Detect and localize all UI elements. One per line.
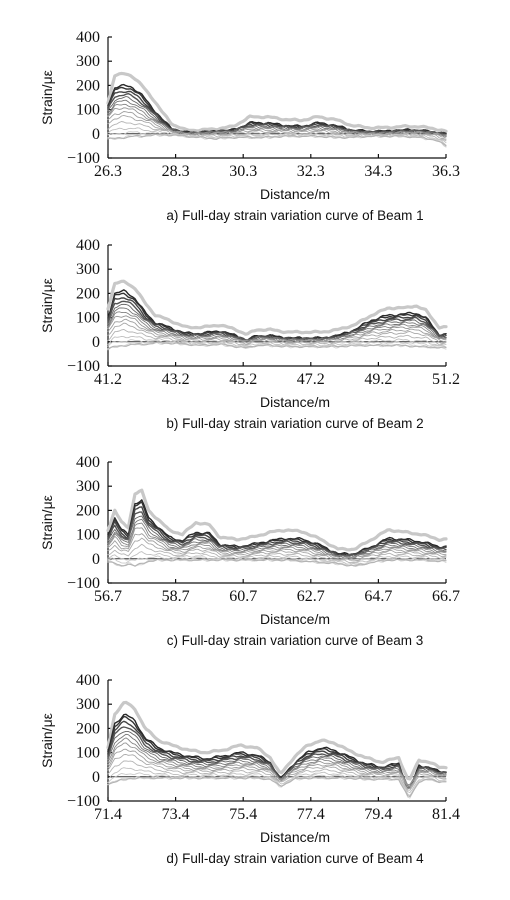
x-tick-label: 56.7 <box>94 588 122 605</box>
panel-caption: a) Full-day strain variation curve of Be… <box>166 208 423 223</box>
strain-trace <box>107 311 447 342</box>
y-tick-label: 400 <box>76 672 100 689</box>
x-tick-label: 58.7 <box>162 588 190 605</box>
panel-caption: b) Full-day strain variation curve of Be… <box>166 416 423 431</box>
x-tick-label: 60.7 <box>229 588 257 605</box>
y-tick-label: 100 <box>76 310 100 327</box>
chart-panel-2: −100 0 100 200 300 400 41.2 43.2 45.2 47.2 49.2 51.… <box>39 237 460 431</box>
strain-trace <box>106 700 448 781</box>
strain-trace <box>107 737 447 786</box>
strain-trace <box>107 537 447 561</box>
x-tick-label: 45.2 <box>229 371 257 388</box>
strain-trace <box>107 499 447 556</box>
x-tick-label: 81.4 <box>432 806 460 823</box>
panel-caption: d) Full-day strain variation curve of Be… <box>166 851 424 866</box>
strain-trace <box>107 720 447 789</box>
x-axis-label: Distance/m <box>260 611 330 627</box>
x-tick-label: 34.3 <box>364 163 392 180</box>
x-tick-label: 41.2 <box>94 371 122 388</box>
y-axis-label: Strain/με <box>39 70 55 125</box>
x-axis-label: Distance/m <box>260 829 330 845</box>
y-tick-label: 100 <box>76 102 100 119</box>
strain-trace <box>107 121 447 142</box>
y-tick-label: 200 <box>76 77 100 94</box>
strain-trace <box>107 767 447 794</box>
strain-trace <box>107 328 447 346</box>
chart-panel-4: −100 0 100 200 300 400 71.4 73.4 75.4 77.4 79.4 81.… <box>39 672 460 866</box>
strain-trace <box>107 726 447 789</box>
x-tick-label: 64.7 <box>364 588 392 605</box>
strain-trace <box>107 742 447 785</box>
x-tick-label: 26.3 <box>94 163 122 180</box>
y-tick-label: 300 <box>76 53 100 70</box>
chart-panel-3: −100 0 100 200 300 400 56.7 58.7 60.7 62.7 64.7 66.… <box>39 454 460 648</box>
x-axis-label: Distance/m <box>260 394 330 410</box>
y-tick-label: 100 <box>76 527 100 544</box>
y-tick-label: 100 <box>76 745 100 762</box>
x-tick-label: 51.2 <box>432 371 460 388</box>
x-tick-label: 36.3 <box>432 163 460 180</box>
strain-trace <box>107 501 447 557</box>
strain-trace <box>107 555 447 566</box>
strain-trace <box>107 522 447 559</box>
x-tick-label: 79.4 <box>364 806 392 823</box>
strain-trace <box>106 71 448 133</box>
y-tick-label: 0 <box>92 769 100 786</box>
strain-trace <box>107 114 447 140</box>
strain-trace <box>107 527 447 560</box>
strain-trace <box>107 307 447 343</box>
strain-trace <box>107 506 447 557</box>
y-tick-label: −100 <box>67 358 100 375</box>
chart-panel-1: −100 0 100 200 300 400 26.3 28.3 30.3 32.3 34.3 36.… <box>39 29 460 223</box>
x-tick-label: 49.2 <box>364 371 392 388</box>
strain-trace <box>107 322 447 346</box>
strain-trace <box>107 518 447 559</box>
y-tick-label: 0 <box>92 551 100 568</box>
strain-trace <box>106 279 448 336</box>
x-tick-label: 66.7 <box>432 588 460 605</box>
strain-trace <box>107 341 447 351</box>
x-tick-label: 73.4 <box>162 806 190 823</box>
y-axis-label: Strain/με <box>39 278 55 333</box>
x-tick-label: 30.3 <box>229 163 257 180</box>
strain-trace <box>107 558 447 567</box>
y-tick-label: 0 <box>92 334 100 351</box>
strain-trace <box>107 335 447 347</box>
strain-trace <box>107 133 447 147</box>
strain-trace <box>107 551 447 565</box>
y-tick-label: 200 <box>76 720 100 737</box>
strain-trace <box>107 543 447 564</box>
x-tick-label: 32.3 <box>297 163 325 180</box>
x-tick-label: 75.4 <box>229 806 257 823</box>
panel-caption: c) Full-day strain variation curve of Be… <box>167 633 424 648</box>
y-tick-label: 400 <box>76 237 100 254</box>
x-tick-label: 77.4 <box>297 806 325 823</box>
x-tick-label: 28.3 <box>162 163 190 180</box>
strain-trace <box>106 488 448 552</box>
y-tick-label: 400 <box>76 29 100 46</box>
strain-trace <box>107 289 447 342</box>
y-axis-label: Strain/με <box>39 495 55 550</box>
y-tick-label: −100 <box>67 575 100 592</box>
y-tick-label: 300 <box>76 478 100 495</box>
y-tick-label: −100 <box>67 793 100 810</box>
y-axis-label: Strain/με <box>39 713 55 768</box>
strain-trace <box>107 776 447 798</box>
y-tick-label: 400 <box>76 454 100 471</box>
strain-trace <box>107 533 447 561</box>
y-tick-label: 300 <box>76 261 100 278</box>
x-tick-label: 71.4 <box>94 806 122 823</box>
y-tick-label: 200 <box>76 502 100 519</box>
x-tick-label: 43.2 <box>162 371 190 388</box>
x-tick-label: 62.7 <box>297 588 325 605</box>
x-axis-label: Distance/m <box>260 186 330 202</box>
y-tick-label: 300 <box>76 696 100 713</box>
y-tick-label: 0 <box>92 126 100 143</box>
x-tick-label: 47.2 <box>297 371 325 388</box>
y-tick-label: 200 <box>76 285 100 302</box>
strain-trace <box>107 515 447 558</box>
y-tick-label: −100 <box>67 150 100 167</box>
